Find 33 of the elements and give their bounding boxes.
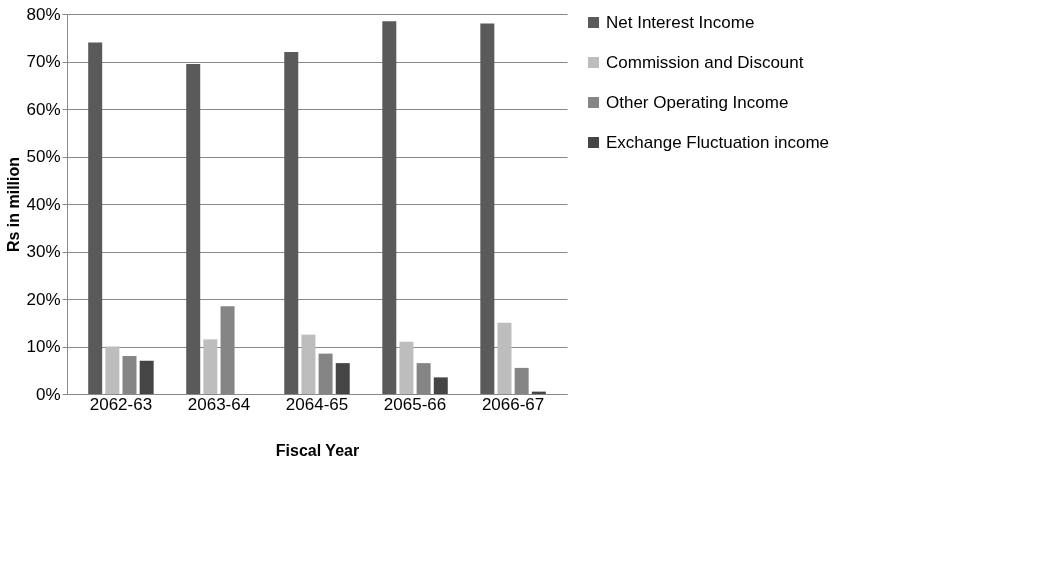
bar bbox=[284, 52, 299, 394]
y-axis-title: Rs in million bbox=[5, 156, 23, 253]
legend-label: Net Interest Income bbox=[606, 12, 755, 32]
bar bbox=[497, 322, 512, 394]
legend-label: Exchange Fluctuation income bbox=[606, 132, 830, 152]
y-tick-label: 30% bbox=[26, 242, 61, 261]
y-tick-label: 70% bbox=[26, 52, 61, 71]
bar bbox=[186, 63, 201, 394]
x-tick-label: 2066-67 bbox=[481, 394, 545, 414]
y-tick-label: 80% bbox=[26, 4, 61, 24]
x-axis-title: Fiscal Year bbox=[275, 441, 360, 459]
bar bbox=[139, 360, 154, 394]
x-tick-label: 2062-63 bbox=[89, 394, 153, 414]
y-tick-label: 20% bbox=[26, 289, 61, 309]
bar bbox=[433, 377, 448, 394]
bar bbox=[301, 334, 316, 394]
x-tick-label: 2063-64 bbox=[187, 394, 251, 414]
bar bbox=[335, 363, 350, 394]
y-tick-label: 40% bbox=[26, 194, 61, 214]
y-tick-label: 10% bbox=[26, 337, 61, 356]
x-tick-label: 2064-65 bbox=[285, 394, 349, 414]
bar bbox=[399, 341, 414, 394]
bar bbox=[105, 346, 120, 394]
bar bbox=[203, 339, 218, 394]
y-tick-label: 50% bbox=[26, 147, 61, 166]
bar bbox=[382, 21, 397, 394]
y-tick-label: 0% bbox=[35, 384, 61, 404]
bar bbox=[88, 42, 103, 394]
legend-label: Other Operating Income bbox=[606, 92, 789, 112]
legend-label: Commission and Discount bbox=[606, 52, 804, 72]
bar bbox=[480, 23, 495, 394]
x-tick-label: 2065-66 bbox=[383, 394, 447, 414]
y-tick-label: 60% bbox=[26, 99, 61, 119]
